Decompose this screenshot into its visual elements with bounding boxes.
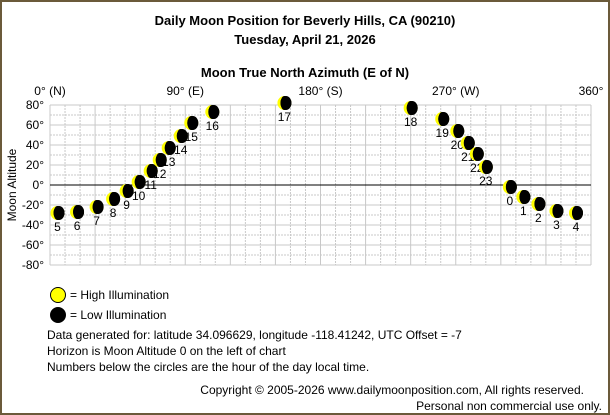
moon-point-5: 5 <box>50 206 65 234</box>
moon-shadow <box>571 206 583 220</box>
hour-label: 3 <box>553 218 560 232</box>
moon-shadow <box>406 101 418 115</box>
moon-point-6: 6 <box>70 205 85 233</box>
moon-shadow <box>92 200 104 214</box>
y-tick-label: 40° <box>26 138 44 152</box>
moon-point-4: 4 <box>568 206 583 234</box>
moon-shadow <box>481 160 493 174</box>
moon-point-15: 15 <box>184 116 199 144</box>
moon-shadow <box>534 197 546 211</box>
y-tick-label: 0° <box>33 178 45 192</box>
y-tick-label: -20° <box>22 198 44 212</box>
y-axis-title: Moon Altitude <box>5 148 19 221</box>
y-tick-label: -80° <box>22 258 44 272</box>
moon-shadow <box>146 164 158 178</box>
moon-shadow <box>73 205 85 219</box>
hour-label: 13 <box>162 155 176 169</box>
hour-label: 23 <box>479 174 493 188</box>
moon-point-13: 13 <box>161 141 176 169</box>
moon-point-17: 17 <box>277 96 292 124</box>
moon-shadow <box>208 105 220 119</box>
chart-title: Daily Moon Position for Beverly Hills, C… <box>154 13 456 28</box>
hour-label: 2 <box>535 211 542 225</box>
moon-shadow <box>505 180 517 194</box>
moon-point-18: 18 <box>403 101 418 129</box>
moon-shadow <box>438 112 450 126</box>
hour-label: 17 <box>278 110 292 124</box>
moon-shadow <box>176 129 188 143</box>
moon-point-19: 19 <box>435 112 450 140</box>
hour-label: 11 <box>144 178 157 192</box>
moon-point-8: 8 <box>106 192 121 220</box>
moon-point-12: 12 <box>152 153 167 181</box>
moon-shadow <box>187 116 199 130</box>
moon-shadow <box>280 96 292 110</box>
hour-label: 16 <box>206 119 220 133</box>
moon-point-0: 0 <box>502 180 517 208</box>
hour-label: 20 <box>451 138 465 152</box>
moon-point-3: 3 <box>549 204 564 232</box>
moon-point-9: 9 <box>119 184 134 212</box>
usage-note: Personal non commercial use only. <box>416 399 602 413</box>
moon-shadow <box>155 153 167 167</box>
hour-label: 15 <box>185 130 199 144</box>
hour-label: 12 <box>153 167 167 181</box>
high-illumination-swatch <box>50 287 66 303</box>
y-tick-label: -60° <box>22 238 44 252</box>
x-tick-label: 180° (S) <box>298 84 342 98</box>
plot-area: 0° (N) 90° (E) 180° (S) 270° (W) 360°80°60°4… <box>5 84 604 272</box>
hour-label: 9 <box>123 198 130 212</box>
moon-point-10: 10 <box>131 175 146 203</box>
y-tick-label: -40° <box>22 218 44 232</box>
moon-point-2: 2 <box>531 197 546 225</box>
hour-label: 19 <box>436 126 450 140</box>
moon-shadow <box>463 136 475 150</box>
moon-shadow <box>122 184 134 198</box>
moon-point-7: 7 <box>89 200 104 228</box>
note-hours: Numbers below the circles are the hour o… <box>47 360 370 374</box>
hour-label: 14 <box>174 143 188 157</box>
copyright: Copyright © 2005-2026 www.dailymoonposit… <box>200 383 584 397</box>
moon-shadow <box>109 192 121 206</box>
chart-date: Tuesday, April 21, 2026 <box>234 32 376 47</box>
moon-shadow <box>472 147 484 161</box>
hour-label: 10 <box>132 189 146 203</box>
hour-label: 0 <box>507 194 514 208</box>
legend-low-label: = Low Illumination <box>70 308 167 322</box>
y-tick-label: 60° <box>26 118 44 132</box>
moon-shadow <box>164 141 176 155</box>
low-illumination-swatch <box>50 307 66 323</box>
moon-shadow <box>519 190 531 204</box>
hour-label: 4 <box>573 220 580 234</box>
y-tick-label: 80° <box>26 98 44 112</box>
x-tick-label: 270° (W) <box>432 84 479 98</box>
moon-shadow <box>53 206 65 220</box>
x-tick-label: 0° (N) <box>34 84 65 98</box>
note-location: Data generated for: latitude 34.096629, … <box>47 328 462 342</box>
moon-point-23: 23 <box>478 160 493 188</box>
x-tick-label: 360° <box>579 84 604 98</box>
moon-point-20: 20 <box>450 124 465 152</box>
moon-point-14: 14 <box>173 129 188 157</box>
moon-point-1: 1 <box>516 190 531 218</box>
hour-label: 8 <box>110 206 117 220</box>
hour-label: 5 <box>54 220 61 234</box>
legend-high-label: = High Illumination <box>70 288 170 302</box>
hour-label: 6 <box>74 219 81 233</box>
moon-point-11: 11 <box>143 164 158 192</box>
x-tick-label: 90° (E) <box>167 84 204 98</box>
note-horizon: Horizon is Moon Altitude 0 on the left o… <box>47 344 286 358</box>
hour-label: 1 <box>520 204 527 218</box>
hour-label: 7 <box>93 214 100 228</box>
moon-shadow <box>552 204 564 218</box>
x-axis-title: Moon True North Azimuth (E of N) <box>200 65 410 80</box>
moon-shadow <box>453 124 465 138</box>
y-tick-label: 20° <box>26 158 44 172</box>
hour-label: 18 <box>404 115 418 129</box>
moon-point-22: 22 <box>469 147 484 175</box>
moon-shadow <box>134 175 146 189</box>
moon-point-16: 16 <box>205 105 220 133</box>
